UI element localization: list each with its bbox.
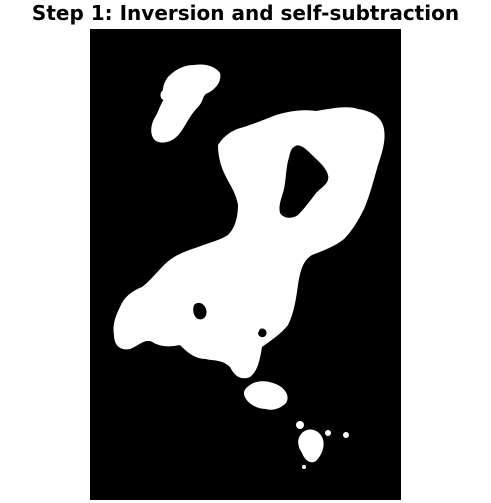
- figure-title: Step 1: Inversion and self-subtraction: [31, 1, 460, 25]
- binary-mask-image: [90, 29, 401, 500]
- mask-speckle-2: [325, 430, 331, 436]
- mask-hole-small-2: [258, 328, 267, 338]
- mask-blob-top: [151, 64, 221, 143]
- mask-speckle-4: [302, 465, 306, 469]
- mask-speckle-1: [296, 421, 304, 429]
- mask-blob-lower: [243, 381, 288, 410]
- mask-hole-small-1: [193, 302, 207, 320]
- mask-speckle-cluster: [298, 429, 324, 463]
- binary-mask-svg: [90, 29, 401, 500]
- mask-hole-interior: [279, 145, 329, 218]
- mask-speckle-3: [343, 432, 349, 438]
- mask-blob-top-small: [160, 88, 172, 102]
